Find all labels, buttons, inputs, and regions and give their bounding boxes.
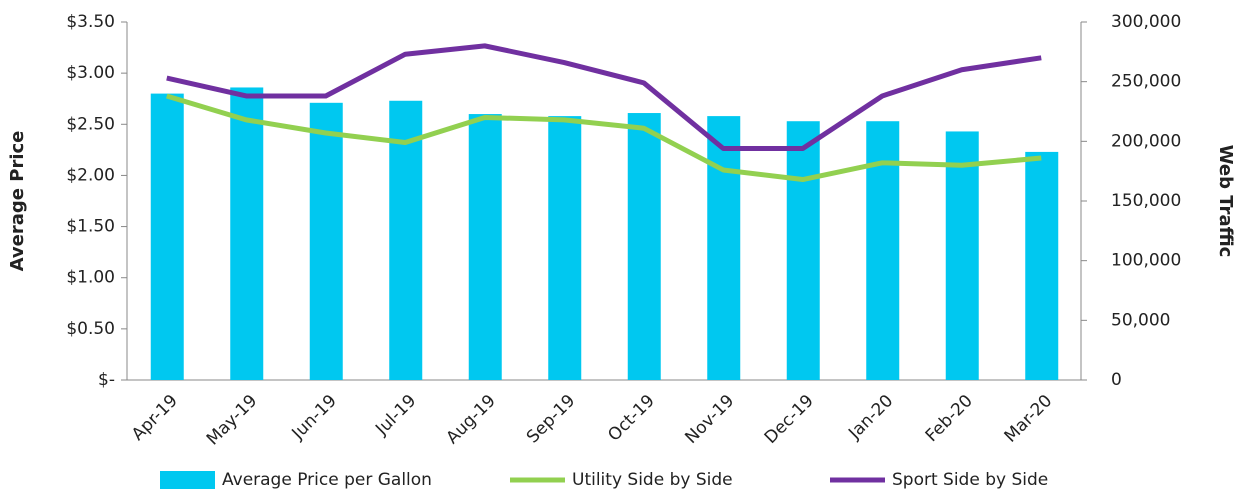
x-tick-label: Sep-19 (523, 391, 579, 447)
x-tick-label: Jun-19 (288, 391, 341, 444)
bar (309, 102, 343, 380)
legend-label: Utility Side by Side (572, 470, 733, 490)
x-tick-label: Jul-19 (371, 391, 420, 440)
legend-swatch (160, 471, 215, 489)
y2-tick-label: 250,000 (1111, 72, 1181, 92)
bar (230, 87, 264, 380)
bar (786, 121, 820, 381)
y2-axis-title: Web Traffic (1215, 145, 1236, 258)
x-tick-label: Dec-19 (761, 391, 818, 448)
y2-tick-label: 0 (1111, 370, 1122, 390)
x-tick-label: Oct-19 (604, 391, 659, 446)
y-tick-label: $3.50 (66, 12, 115, 32)
bar (150, 93, 184, 380)
y2-tick-label: 200,000 (1111, 131, 1181, 151)
y2-tick-label: 150,000 (1111, 191, 1181, 211)
x-tick-label: Apr-19 (128, 391, 182, 445)
x-tick-label: May-19 (203, 391, 261, 449)
legend-label: Sport Side by Side (892, 470, 1048, 490)
bar (389, 100, 423, 380)
y-axis-title: Average Price (7, 131, 28, 272)
y-tick-label: $1.00 (66, 268, 115, 288)
y2-tick-label: 50,000 (1111, 310, 1170, 330)
bar (1025, 151, 1059, 380)
y-tick-label: $0.50 (66, 319, 115, 339)
bar (468, 114, 502, 381)
y-tick-label: $2.50 (66, 114, 115, 134)
y-tick-label: $3.00 (66, 63, 115, 83)
bar (707, 116, 741, 381)
x-tick-label: Mar-20 (1001, 391, 1057, 447)
line (166, 43, 1042, 151)
x-tick-label: Jan-20 (844, 391, 897, 444)
bar (548, 116, 582, 381)
x-tick-label: Nov-19 (681, 391, 738, 448)
legend-label: Average Price per Gallon (222, 470, 432, 490)
y2-tick-label: 100,000 (1111, 251, 1181, 271)
line (166, 93, 1042, 183)
bar (945, 131, 979, 380)
y-tick-label: $1.50 (66, 217, 115, 237)
bar (866, 121, 900, 381)
x-tick-label: Aug-19 (443, 391, 500, 448)
y-tick-label: $- (98, 370, 115, 390)
x-tick-label: Feb-20 (922, 391, 977, 446)
y2-tick-label: 300,000 (1111, 12, 1181, 32)
y-tick-label: $2.00 (66, 165, 115, 185)
bar (627, 113, 661, 380)
